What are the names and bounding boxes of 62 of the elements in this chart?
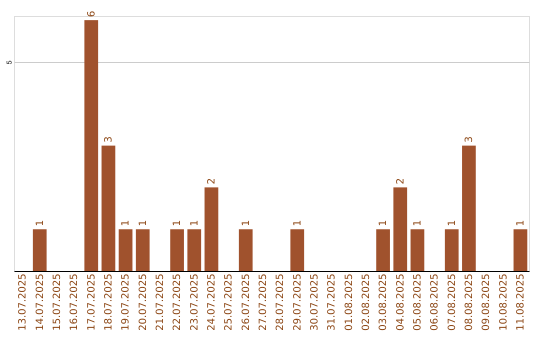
bar <box>84 20 98 271</box>
data-label: 1 <box>34 220 46 226</box>
x-tick-label: 10.08.2025 <box>498 274 510 331</box>
bar <box>32 229 47 271</box>
data-label: 2 <box>395 178 406 184</box>
bar <box>170 229 184 271</box>
x-tick-label: 17.07.2025 <box>86 274 98 331</box>
x-tick-label: 11.08.2025 <box>515 274 526 331</box>
bar <box>462 146 476 271</box>
data-label: 1 <box>189 220 200 226</box>
x-tick-label: 03.08.2025 <box>378 274 390 331</box>
x-tick-label: 15.07.2025 <box>52 274 63 331</box>
bar <box>290 229 304 271</box>
bar <box>118 229 132 271</box>
x-tick-label: 31.07.2025 <box>326 274 338 331</box>
data-label: 1 <box>378 220 390 226</box>
x-tick-label: 02.08.2025 <box>360 274 372 331</box>
x-tick-label: 24.07.2025 <box>206 274 218 331</box>
data-label: 1 <box>172 220 184 226</box>
data-label: 3 <box>464 136 475 143</box>
x-tick-label: 26.07.2025 <box>240 274 252 331</box>
bar <box>410 229 424 271</box>
x-tick-label: 13.07.2025 <box>18 274 29 331</box>
bar <box>444 229 459 271</box>
bar <box>238 229 253 271</box>
bar <box>136 229 150 271</box>
bar <box>187 229 202 271</box>
bar <box>393 187 408 271</box>
data-label: 1 <box>412 220 424 226</box>
x-tick-label: 20.07.2025 <box>138 274 149 331</box>
x-tick-label: 30.07.2025 <box>309 274 320 331</box>
x-tick-label: 06.08.2025 <box>430 274 441 331</box>
bar <box>204 187 218 271</box>
data-label: 6 <box>86 10 98 18</box>
x-tick-label: 08.08.2025 <box>464 274 475 331</box>
data-label: 1 <box>240 220 252 226</box>
data-label: 1 <box>515 220 526 226</box>
x-tick-label: 07.08.2025 <box>446 274 458 331</box>
bar <box>514 229 528 271</box>
x-tick-label: 28.07.2025 <box>275 274 286 331</box>
x-tick-label: 04.08.2025 <box>395 274 406 331</box>
x-tick-label: 01.08.2025 <box>344 274 355 331</box>
x-tick-label: 19.07.2025 <box>120 274 132 331</box>
data-label: 1 <box>446 220 458 226</box>
x-tick-label: 27.07.2025 <box>258 274 269 331</box>
x-tick-label: 05.08.2025 <box>412 274 424 331</box>
x-tick-label: 21.07.2025 <box>154 274 166 331</box>
x-tick-label: 09.08.2025 <box>481 274 492 331</box>
x-tick-label: 14.07.2025 <box>34 274 46 331</box>
data-label: 1 <box>120 220 132 226</box>
data-label: 3 <box>103 136 114 143</box>
bar <box>376 229 390 271</box>
data-label: 1 <box>138 220 149 226</box>
bar <box>102 146 116 271</box>
x-tick-label: 18.07.2025 <box>103 274 114 331</box>
x-tick-label: 25.07.2025 <box>224 274 235 331</box>
data-label: 2 <box>206 178 218 184</box>
x-tick-label: 16.07.2025 <box>69 274 80 331</box>
data-label: 1 <box>292 220 304 226</box>
x-tick-label: 29.07.2025 <box>292 274 304 331</box>
x-tick-label: 22.07.2025 <box>172 274 184 331</box>
x-tick-label: 23.07.2025 <box>189 274 200 331</box>
